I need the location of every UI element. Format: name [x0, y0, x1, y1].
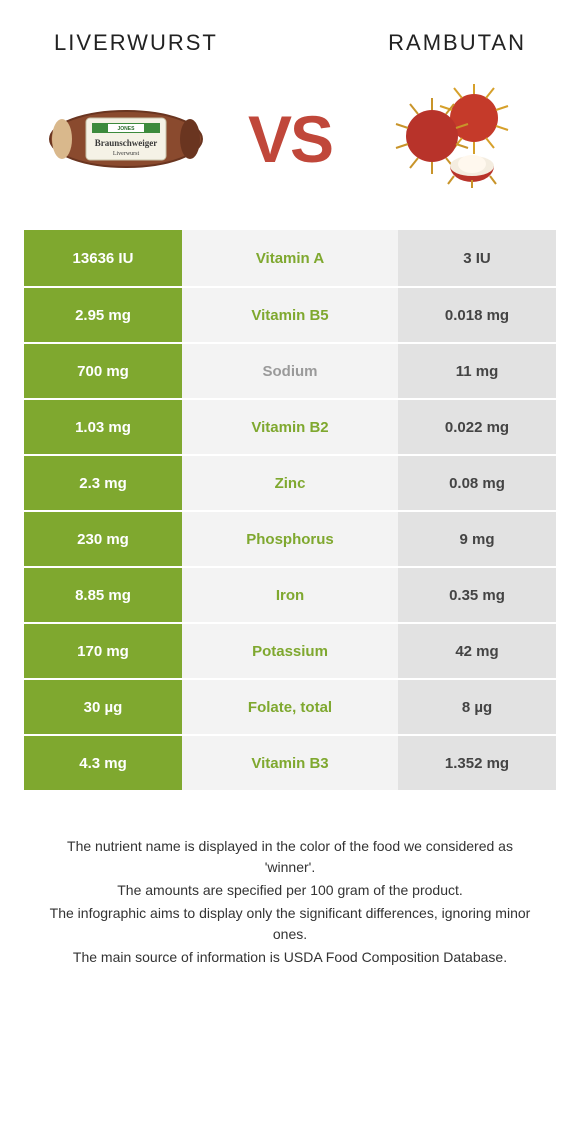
- infographic-container: Liverwurst Rambutan Braunschweiger Liver…: [0, 0, 580, 968]
- nutrient-label-cell: Zinc: [182, 456, 398, 510]
- nutrient-label-cell: Sodium: [182, 344, 398, 398]
- nutrient-label-cell: Vitamin B5: [182, 288, 398, 342]
- vs-row: Braunschweiger Liverwurst JONES VS: [0, 56, 580, 212]
- nutrient-label-cell: Potassium: [182, 624, 398, 678]
- right-value-cell: 3 IU: [398, 230, 556, 286]
- footnote-line: The infographic aims to display only the…: [40, 903, 540, 945]
- left-food-title: Liverwurst: [54, 30, 218, 56]
- table-row: 230 mgPhosphorus9 mg: [24, 510, 556, 566]
- svg-text:Liverwurst: Liverwurst: [113, 151, 140, 157]
- table-row: 30 µgFolate, total8 µg: [24, 678, 556, 734]
- left-value-cell: 230 mg: [24, 512, 182, 566]
- table-row: 1.03 mgVitamin B20.022 mg: [24, 398, 556, 454]
- vs-label: VS: [244, 106, 336, 172]
- footnote-line: The amounts are specified per 100 gram o…: [40, 880, 540, 901]
- table-row: 700 mgSodium11 mg: [24, 342, 556, 398]
- table-row: 4.3 mgVitamin B31.352 mg: [24, 734, 556, 790]
- nutrient-label-cell: Vitamin A: [182, 230, 398, 286]
- table-row: 8.85 mgIron0.35 mg: [24, 566, 556, 622]
- rambutan-image: [374, 84, 534, 194]
- nutrient-table: 13636 IUVitamin A3 IU2.95 mgVitamin B50.…: [24, 230, 556, 790]
- left-value-cell: 8.85 mg: [24, 568, 182, 622]
- left-value-cell: 170 mg: [24, 624, 182, 678]
- rambutan-icon: [384, 84, 524, 194]
- left-value-cell: 1.03 mg: [24, 400, 182, 454]
- right-food-title: Rambutan: [388, 30, 526, 56]
- right-value-cell: 42 mg: [398, 624, 556, 678]
- svg-text:Braunschweiger: Braunschweiger: [95, 138, 158, 148]
- svg-text:JONES: JONES: [118, 126, 136, 132]
- liverwurst-icon: Braunschweiger Liverwurst JONES: [46, 104, 206, 174]
- right-value-cell: 8 µg: [398, 680, 556, 734]
- header-row: Liverwurst Rambutan: [0, 0, 580, 56]
- right-value-cell: 0.018 mg: [398, 288, 556, 342]
- left-value-cell: 2.3 mg: [24, 456, 182, 510]
- left-value-cell: 4.3 mg: [24, 736, 182, 790]
- nutrient-label-cell: Iron: [182, 568, 398, 622]
- footnote-line: The main source of information is USDA F…: [40, 947, 540, 968]
- table-row: 170 mgPotassium42 mg: [24, 622, 556, 678]
- right-value-cell: 0.08 mg: [398, 456, 556, 510]
- nutrient-label-cell: Phosphorus: [182, 512, 398, 566]
- footnotes: The nutrient name is displayed in the co…: [0, 836, 580, 968]
- right-value-cell: 0.022 mg: [398, 400, 556, 454]
- liverwurst-image: Braunschweiger Liverwurst JONES: [46, 84, 206, 194]
- table-row: 2.3 mgZinc0.08 mg: [24, 454, 556, 510]
- nutrient-label-cell: Vitamin B2: [182, 400, 398, 454]
- table-row: 13636 IUVitamin A3 IU: [24, 230, 556, 286]
- right-value-cell: 1.352 mg: [398, 736, 556, 790]
- right-value-cell: 11 mg: [398, 344, 556, 398]
- left-value-cell: 2.95 mg: [24, 288, 182, 342]
- table-row: 2.95 mgVitamin B50.018 mg: [24, 286, 556, 342]
- left-value-cell: 13636 IU: [24, 230, 182, 286]
- right-value-cell: 9 mg: [398, 512, 556, 566]
- footnote-line: The nutrient name is displayed in the co…: [40, 836, 540, 878]
- left-value-cell: 30 µg: [24, 680, 182, 734]
- nutrient-label-cell: Folate, total: [182, 680, 398, 734]
- right-value-cell: 0.35 mg: [398, 568, 556, 622]
- left-value-cell: 700 mg: [24, 344, 182, 398]
- nutrient-label-cell: Vitamin B3: [182, 736, 398, 790]
